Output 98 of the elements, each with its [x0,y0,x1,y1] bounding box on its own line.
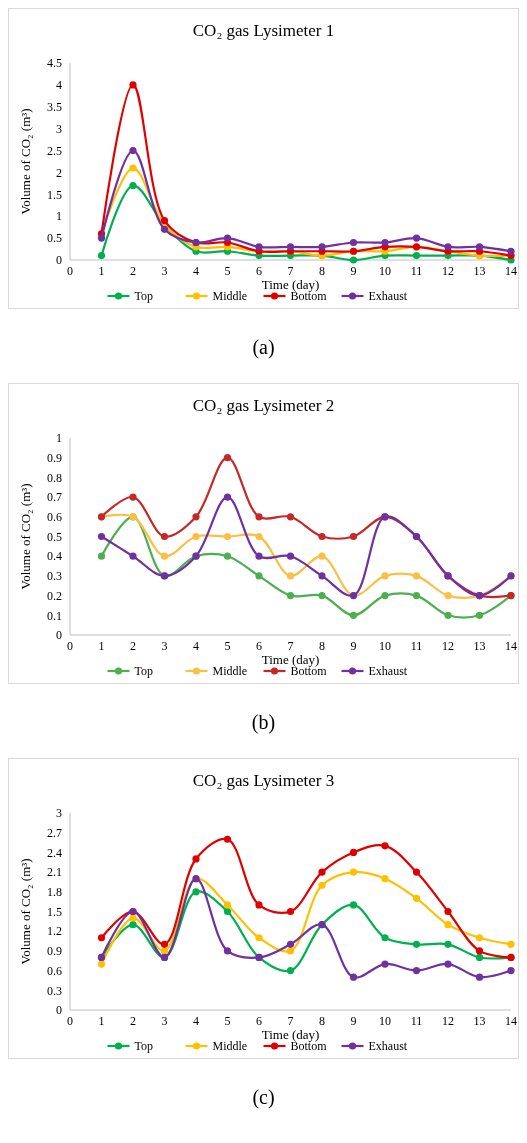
x-tick-label: 9 [350,1014,357,1028]
y-tick-label: 3 [56,806,62,821]
x-tick-label: 7 [287,264,294,278]
y-tick-label: 2 [56,165,62,180]
y-tick-label: 0.7 [47,490,62,505]
legend-label: Top [134,289,153,304]
x-tick-label: 6 [256,639,262,653]
x-tick-label: 13 [473,639,486,653]
x-tick-label: 11 [410,639,423,653]
y-tick-label: 0.6 [47,510,62,524]
legend-label: Top [134,664,153,679]
y-tick-label: 1 [56,431,62,446]
x-tick-label: 12 [442,264,454,278]
legend-label: Middle [212,289,248,304]
x-tick-label: 9 [350,639,357,653]
x-tick-label: 7 [287,639,294,653]
legend-label: Middle [212,664,248,679]
x-tick-label: 0 [67,639,73,653]
x-tick-label: 1 [98,639,105,653]
y-tick-label: 0.5 [47,529,62,544]
y-tick-label: 2.7 [47,825,62,840]
legend-label: Exhaust [368,664,408,679]
chart-title: CO₂ gas Lysimeter 2 [192,396,335,415]
x-tick-label: 3 [161,1014,168,1028]
y-tick-label: 0.6 [47,963,62,978]
y-axis-title: Volume of CO₂ (m³) [18,483,33,590]
x-tick-label: 10 [379,639,391,653]
x-tick-label: 9 [350,264,357,278]
x-tick-label: 14 [505,639,517,653]
y-tick-label: 2.1 [47,865,62,880]
y-axis-title: Volume of CO₂ (m³) [18,858,33,965]
x-tick-label: 5 [224,264,231,278]
x-tick-label: 13 [473,1014,486,1028]
y-tick-label: 1.5 [47,187,62,202]
text: (b) [251,711,276,734]
y-tick-label: 0 [56,628,62,643]
y-tick-label: 1 [56,209,62,224]
y-tick-label: 3 [56,121,62,136]
x-tick-label: 11 [410,264,423,278]
chart-title: CO₂ gas Lysimeter 3 [192,771,335,790]
x-tick-label: 3 [161,264,168,278]
y-tick-label: 0.5 [47,231,62,246]
x-tick-label: 13 [473,264,486,278]
x-axis-title: Time (day) [261,277,320,292]
y-axis-title: Volume of CO₂ (m³) [18,108,33,215]
x-tick-label: 1 [98,264,105,278]
y-tick-label: 0.9 [47,450,62,465]
x-tick-label: 14 [505,1014,517,1028]
legend-label: Exhaust [368,1039,408,1054]
y-tick-label: 1.2 [47,924,62,939]
x-tick-label: 14 [505,264,517,278]
x-tick-label: 4 [193,264,199,278]
legend-label: Top [134,1039,153,1054]
y-tick-label: 3.5 [47,99,62,114]
x-tick-label: 6 [256,264,262,278]
x-tick-label: 10 [379,264,391,278]
legend-label: Middle [212,1039,248,1054]
chart-title: CO₂ gas Lysimeter 1 [192,21,335,40]
x-tick-label: 2 [130,639,136,653]
y-tick-label: 0.4 [47,549,62,564]
y-tick-label: 0.3 [47,983,62,998]
x-tick-label: 5 [224,1014,231,1028]
text: (a) [252,336,275,359]
y-tick-label: 2.5 [47,143,62,158]
x-tick-label: 1 [98,1014,105,1028]
x-tick-label: 8 [319,639,325,653]
x-tick-label: 7 [287,1014,294,1028]
x-tick-label: 3 [161,639,168,653]
x-tick-label: 8 [319,1014,325,1028]
x-tick-label: 4 [193,639,199,653]
x-tick-label: 6 [256,1014,262,1028]
y-tick-label: 4.5 [47,56,62,71]
y-tick-label: 0 [56,1003,62,1018]
y-tick-label: 0.2 [47,588,62,603]
y-tick-label: 0.1 [47,608,62,623]
x-tick-label: 4 [193,1014,199,1028]
x-tick-label: 12 [442,639,454,653]
y-tick-label: 0.8 [47,470,62,485]
x-tick-label: 5 [224,639,231,653]
x-tick-label: 2 [130,264,136,278]
x-tick-label: 12 [442,1014,454,1028]
y-tick-label: 1.8 [47,885,62,899]
x-axis-title: Time (day) [261,652,320,667]
x-tick-label: 10 [379,1014,391,1028]
x-tick-label: 8 [319,264,325,278]
x-tick-label: 11 [410,1014,423,1028]
y-tick-label: 0 [56,253,62,268]
y-tick-label: 0.9 [47,944,62,959]
x-tick-label: 2 [130,1014,136,1028]
y-tick-label: 2.4 [47,845,62,860]
text: (c) [252,1086,275,1109]
y-tick-label: 4 [56,78,62,93]
y-tick-label: 1.5 [47,904,62,919]
x-axis-title: Time (day) [261,1027,320,1042]
legend-label: Exhaust [368,289,408,304]
y-tick-label: 0.3 [47,569,62,584]
x-tick-label: 0 [67,1014,73,1028]
x-tick-label: 0 [67,264,73,278]
